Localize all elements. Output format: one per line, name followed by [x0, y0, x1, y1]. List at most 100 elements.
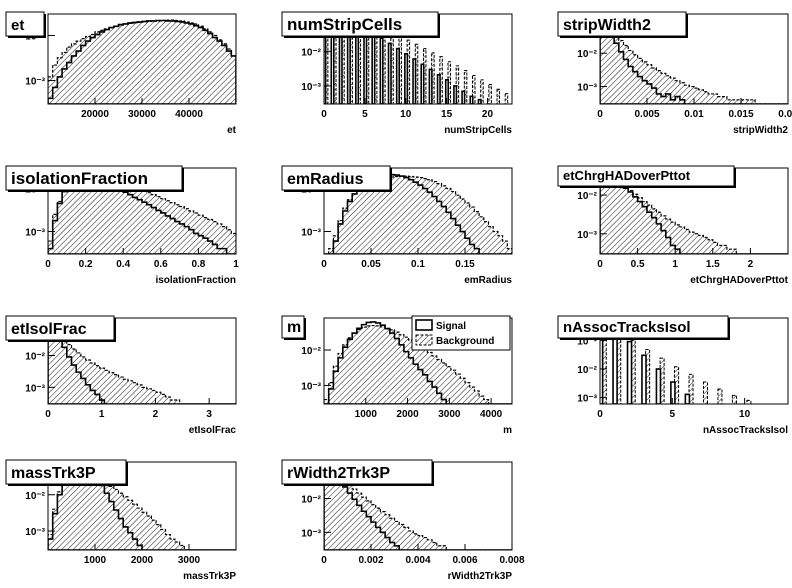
x-axis-label: rWidth2Trk3P	[448, 571, 513, 582]
y-tick-label: 10⁻³	[25, 76, 45, 87]
x-tick-label: 1	[672, 259, 678, 270]
panel-stripWidth2: 00.0050.010.0150.0210⁻¹10⁻²10⁻³stripWidt…	[557, 11, 792, 136]
plot-frame	[47, 317, 237, 405]
background-bar	[717, 388, 723, 404]
signal-histogram	[48, 319, 236, 404]
signal-bar	[469, 95, 474, 104]
legend-signal-swatch	[415, 319, 433, 331]
title-box	[5, 165, 183, 191]
title-box	[557, 11, 687, 37]
y-tick-label: 10⁻²	[301, 346, 321, 357]
x-axis-label: numStripCells	[444, 125, 512, 136]
x-tick-label: 5	[670, 409, 676, 420]
x-axis-label: m	[503, 425, 512, 436]
signal-bar	[461, 90, 466, 104]
legend-signal-label: Signal	[436, 321, 466, 332]
signal-bar	[477, 98, 482, 104]
y-tick-label: 10⁻²	[577, 191, 597, 202]
signal-histogram	[324, 321, 512, 404]
title-box	[5, 315, 115, 341]
x-tick-label: 2000	[396, 409, 419, 420]
chart-title: massTrk3P	[11, 465, 96, 482]
x-tick-label: 0.8	[191, 259, 205, 270]
title-box	[281, 459, 433, 485]
x-tick-label: 0.008	[499, 555, 524, 566]
legend-background-label: Background	[436, 336, 494, 347]
y-tick-label: 10⁻³	[25, 527, 45, 538]
signal-bar	[395, 47, 400, 104]
x-tick-label: 0.015	[728, 109, 753, 120]
x-tick-label: 1	[233, 259, 239, 270]
y-tick-label: 10⁻³	[301, 528, 321, 539]
plot-area	[600, 318, 752, 404]
signal-bar	[655, 368, 662, 404]
y-tick-label: 10⁻³	[301, 82, 321, 93]
x-tick-label: 0	[321, 555, 327, 566]
x-tick-label: 20000	[81, 109, 109, 120]
x-tick-label: 0	[321, 259, 327, 270]
signal-bar	[453, 85, 458, 104]
plot-area	[324, 173, 512, 254]
panel-isolationFraction: 00.20.40.60.8110⁻²10⁻³isolationFractioni…	[5, 165, 239, 286]
signal-bar	[420, 63, 425, 104]
y-tick-label: 10⁻²	[301, 494, 321, 505]
background-bar	[496, 88, 501, 104]
background-bar	[504, 93, 509, 104]
signal-bar	[626, 340, 633, 404]
plot-area	[600, 14, 788, 104]
title-box	[281, 11, 439, 37]
background-bar	[731, 394, 737, 404]
panel-massTrk3P: 1000 2000 3000 10⁻² 10⁻³ massTrk3P massTrk3P	[5, 459, 237, 582]
signal-bar	[404, 52, 409, 104]
y-tick-label: 10⁻³	[25, 383, 45, 394]
background-bar	[455, 65, 460, 104]
x-tick-label: 0.002	[358, 555, 383, 566]
signal-bar	[684, 393, 691, 404]
chart-title: rWidth2Trk3P	[287, 465, 390, 482]
x-axis-label: emRadius	[464, 275, 512, 286]
x-tick-label: 1.5	[706, 259, 720, 270]
signal-bar	[387, 42, 392, 104]
signal-bar	[379, 37, 384, 104]
x-tick-label: 0.6	[154, 259, 168, 270]
x-axis-label: etIsolFrac	[189, 425, 237, 436]
x-axis-label: et	[227, 125, 237, 136]
x-tick-label: 5	[362, 109, 368, 120]
x-tick-label: 0.05	[361, 259, 381, 270]
x-tick-label: 3	[206, 409, 212, 420]
y-tick-label: 10⁻²	[25, 491, 45, 502]
background-bar	[702, 381, 709, 404]
plot-area	[48, 19, 236, 104]
y-tick-label: 10⁻³	[577, 83, 597, 94]
signal-bar	[324, 14, 327, 104]
signal-histogram	[324, 173, 512, 254]
x-axis-label: massTrk3P	[183, 571, 236, 582]
background-bar	[463, 69, 468, 104]
background-bar	[488, 83, 492, 104]
x-tick-label: 0.1	[411, 259, 425, 270]
x-tick-label: 0	[597, 259, 603, 270]
x-tick-label: 4000	[480, 409, 503, 420]
chart-title: m	[287, 319, 301, 336]
signal-bar	[363, 27, 368, 104]
chart-title: stripWidth2	[563, 17, 651, 34]
chart-title: isolationFraction	[11, 169, 148, 188]
signal-bar	[641, 354, 647, 404]
x-tick-label: 15	[441, 109, 453, 120]
x-tick-label: 3000	[178, 555, 201, 566]
x-tick-label: 0.4	[116, 259, 130, 270]
x-axis-label: nAssocTracksIsol	[703, 425, 788, 436]
background-bar	[645, 348, 651, 404]
chart-title: numStripCells	[287, 15, 402, 34]
x-tick-label: 0.02	[778, 109, 792, 120]
panel-m: 1000 2000 3000 4000 10⁻² 10⁻³ m m Signal Backgrou…	[281, 315, 513, 436]
signal-bar	[371, 32, 376, 104]
plot-area	[324, 321, 512, 404]
x-tick-label: 0	[597, 409, 603, 420]
x-tick-label: 10	[739, 409, 751, 420]
title-box	[281, 165, 391, 191]
x-tick-label: 0.01	[684, 109, 704, 120]
